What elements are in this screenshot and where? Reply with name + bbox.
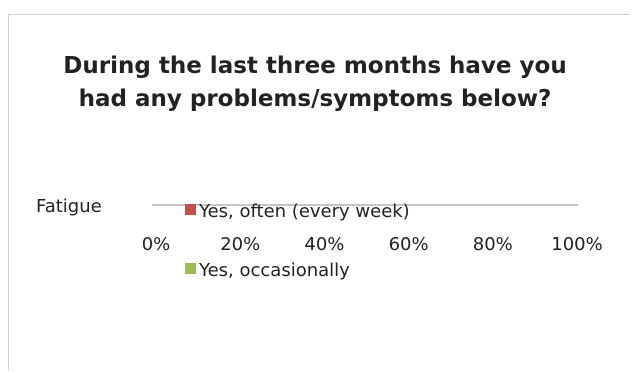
- legend-swatch: [185, 204, 196, 215]
- chart-title: During the last three months have you ha…: [63, 53, 567, 112]
- legend-label: Yes, occasionally: [198, 260, 350, 281]
- x-tick-label: 60%: [389, 234, 429, 255]
- x-tick-label: 100%: [551, 234, 602, 255]
- x-tick-label: 0%: [142, 234, 171, 255]
- legend-swatch: [185, 263, 196, 274]
- category-label: Fatigue: [36, 196, 102, 217]
- x-tick-label: 80%: [473, 234, 513, 255]
- chart-frame: [8, 14, 630, 370]
- x-tick-label: 40%: [304, 234, 344, 255]
- legend-label: Yes, often (every week): [198, 201, 410, 222]
- x-tick-label: 20%: [220, 234, 260, 255]
